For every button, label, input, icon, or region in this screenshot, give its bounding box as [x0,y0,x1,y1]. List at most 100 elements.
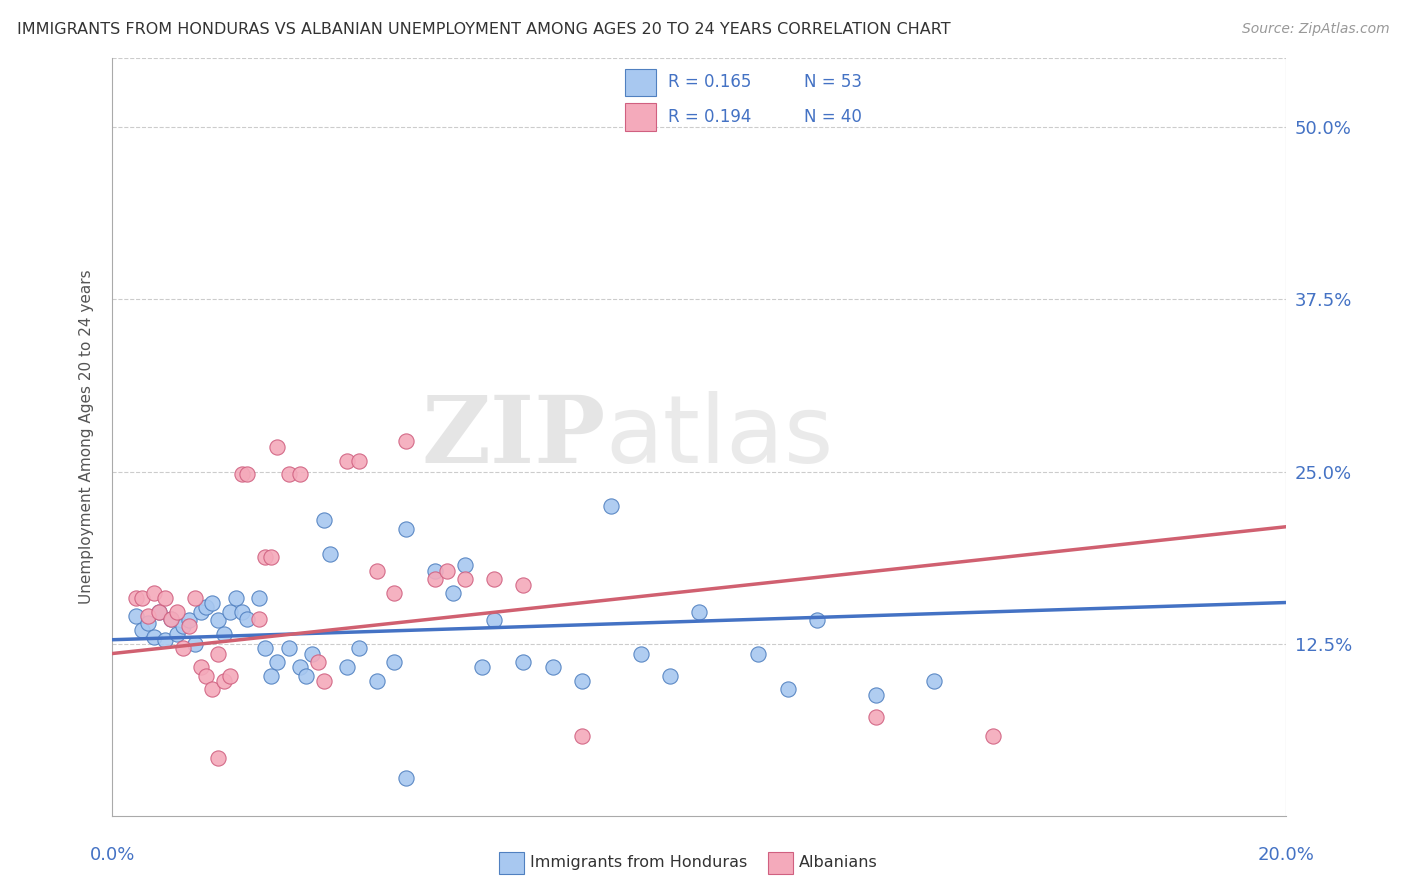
Point [190,660,212,674]
Point [142,586,165,600]
Point [212,627,235,641]
Point [865,710,887,724]
Point [266,440,288,454]
Point [395,523,418,537]
Point [190,605,212,619]
Point [336,453,359,467]
Point [260,549,283,564]
Text: N = 53: N = 53 [804,73,862,91]
Point [630,647,652,661]
Point [307,655,329,669]
Point [254,549,277,564]
Point [482,614,505,628]
Point [924,674,946,689]
Point [195,668,218,682]
Point [441,586,464,600]
Point [865,688,887,702]
Point [172,619,194,633]
Point [395,434,418,449]
Point [195,599,218,614]
Point [225,591,247,606]
Point [155,632,177,647]
Point [312,513,335,527]
Point [136,609,159,624]
Point [482,572,505,586]
Point [425,572,447,586]
Text: N = 40: N = 40 [804,108,862,126]
Point [301,647,323,661]
Text: Albanians: Albanians [799,855,877,870]
Text: Source: ZipAtlas.com: Source: ZipAtlas.com [1241,22,1389,37]
Point [166,627,188,641]
FancyBboxPatch shape [624,69,655,95]
Text: 0.0%: 0.0% [90,846,135,863]
Point [160,612,183,626]
Point [125,591,148,606]
Text: 20.0%: 20.0% [1258,846,1315,863]
Point [142,630,165,644]
Point [312,674,335,689]
Point [689,605,711,619]
Point [136,616,159,631]
Point [512,577,534,591]
Point [207,751,229,765]
Y-axis label: Unemployment Among Ages 20 to 24 years: Unemployment Among Ages 20 to 24 years [79,269,94,605]
Point [207,614,229,628]
Point [571,729,593,743]
Point [471,660,494,674]
Point [512,655,534,669]
Point [336,660,359,674]
Text: R = 0.165: R = 0.165 [668,73,751,91]
Point [212,674,235,689]
Point [254,640,277,655]
Point [131,623,153,637]
Point [425,564,447,578]
Point [260,668,283,682]
Point [453,558,475,573]
Point [776,682,799,697]
Point [366,564,388,578]
Point [236,467,259,482]
Point [290,467,312,482]
Point [600,499,623,513]
Point [366,674,388,689]
Point [231,467,253,482]
Point [155,591,177,606]
Point [981,729,1004,743]
Point [453,572,475,586]
Text: Immigrants from Honduras: Immigrants from Honduras [530,855,748,870]
Point [277,640,299,655]
Point [201,682,224,697]
Point [290,660,312,674]
Point [247,612,270,626]
Point [277,467,299,482]
Point [347,453,370,467]
Point [148,605,170,619]
Point [436,564,458,578]
Point [295,668,318,682]
Text: atlas: atlas [606,391,834,483]
Point [318,547,340,561]
Point [236,612,259,626]
Point [266,655,288,669]
Point [247,591,270,606]
Point [172,640,194,655]
Point [207,647,229,661]
Point [541,660,564,674]
Point [125,609,148,624]
Point [382,586,405,600]
Point [148,605,170,619]
Point [806,614,828,628]
Point [160,612,183,626]
Point [219,668,242,682]
FancyBboxPatch shape [624,103,655,130]
Point [183,637,205,651]
Point [747,647,769,661]
Point [201,595,224,609]
Point [347,640,370,655]
Point [183,591,205,606]
Point [131,591,153,606]
Point [571,674,593,689]
Point [219,605,242,619]
Point [166,605,188,619]
